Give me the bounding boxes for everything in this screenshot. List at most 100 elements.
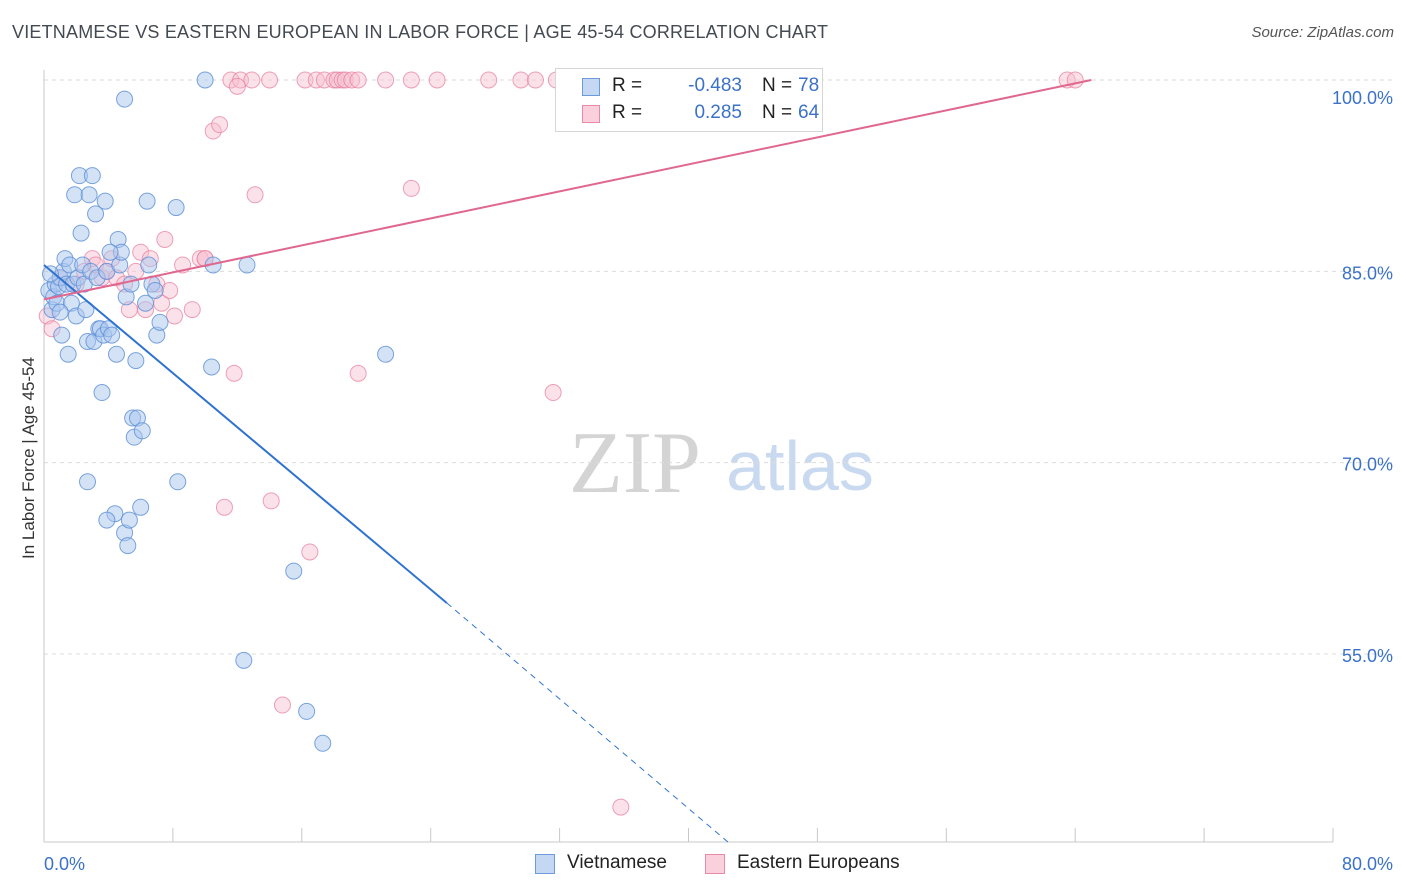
eastern-europeans-point bbox=[243, 71, 261, 89]
eastern-europeans-point bbox=[246, 186, 264, 204]
vietnamese-point bbox=[137, 294, 155, 312]
chart-title: VIETNAMESE VS EASTERN EUROPEAN IN LABOR … bbox=[12, 22, 829, 42]
legend-r-value: -0.483 bbox=[688, 75, 742, 96]
vietnamese-point bbox=[77, 301, 95, 319]
legend-n-label: N = bbox=[762, 75, 793, 96]
vietnamese-point bbox=[133, 422, 151, 440]
y-tick-label: 85.0% bbox=[1342, 263, 1393, 283]
vietnamese-point bbox=[196, 71, 214, 89]
vietnamese-point bbox=[167, 199, 185, 217]
eastern-europeans-point bbox=[211, 116, 229, 134]
y-tick-label: 70.0% bbox=[1342, 455, 1393, 475]
vietnamese-point bbox=[377, 345, 395, 363]
watermark-atlas: atlas bbox=[726, 427, 874, 505]
legend-n-value: 78 bbox=[798, 75, 820, 96]
axes bbox=[43, 70, 1334, 843]
legend-swatch-pink bbox=[582, 105, 600, 123]
vietnamese-point bbox=[83, 167, 101, 185]
vietnamese-point bbox=[41, 265, 59, 283]
eastern-europeans-point bbox=[349, 71, 367, 89]
x-tick-label: 80.0% bbox=[1342, 854, 1393, 874]
trend-lines bbox=[43, 79, 1092, 844]
vietnamese-point bbox=[93, 384, 111, 402]
vietnamese-point bbox=[285, 562, 303, 580]
legend-swatch-blue bbox=[582, 78, 600, 96]
eastern-europeans-point bbox=[222, 71, 240, 89]
vietnamese-point bbox=[80, 186, 98, 204]
vietnamese-point bbox=[314, 734, 332, 752]
eastern-europeans-point bbox=[225, 364, 243, 382]
eastern-europeans-point bbox=[166, 307, 184, 325]
series-legend-label: Eastern Europeans bbox=[737, 852, 900, 873]
legend-r-label: R = bbox=[612, 102, 643, 123]
watermark: ZIP atlas bbox=[569, 415, 874, 512]
gridlines bbox=[44, 79, 1395, 655]
eastern-europeans-point bbox=[512, 71, 530, 89]
vietnamese-point bbox=[96, 192, 114, 210]
vietnamese-point bbox=[151, 313, 169, 331]
eastern-europeans-point bbox=[343, 71, 361, 89]
vietnamese-point bbox=[101, 243, 119, 261]
eastern-europeans-point bbox=[612, 798, 630, 816]
correlation-legend: R = -0.483 N = 78 R = 0.285 N = 64 bbox=[555, 68, 823, 132]
y-tick-labels: 55.0% 70.0% 85.0% 100.0% bbox=[1332, 88, 1393, 666]
eastern-europeans-points bbox=[38, 71, 1084, 816]
eastern-europeans-point bbox=[183, 301, 201, 319]
eastern-europeans-point bbox=[402, 179, 420, 197]
eastern-europeans-point bbox=[544, 384, 562, 402]
eastern-europeans-point bbox=[1066, 71, 1084, 89]
vietnamese-trend-line bbox=[43, 264, 448, 604]
vietnamese-point bbox=[235, 651, 253, 669]
vietnamese-point bbox=[146, 281, 164, 299]
vietnamese-trend-extension bbox=[446, 602, 730, 844]
watermark-zip: ZIP bbox=[569, 415, 701, 512]
eastern-europeans-point bbox=[402, 71, 420, 89]
eastern-europeans-point bbox=[526, 71, 544, 89]
y-tick-label: 55.0% bbox=[1342, 646, 1393, 666]
vietnamese-point bbox=[103, 326, 121, 344]
eastern-europeans-point bbox=[349, 364, 367, 382]
vietnamese-point bbox=[116, 90, 134, 108]
vietnamese-point bbox=[87, 205, 105, 223]
eastern-europeans-point bbox=[273, 696, 291, 714]
vietnamese-point bbox=[59, 345, 77, 363]
legend-r-value: 0.285 bbox=[694, 102, 742, 123]
vietnamese-point bbox=[203, 358, 221, 376]
series-swatch-pink bbox=[705, 854, 725, 874]
vietnamese-point bbox=[98, 511, 116, 529]
eastern-europeans-point bbox=[262, 492, 280, 510]
eastern-europeans-point bbox=[156, 230, 174, 248]
vietnamese-point bbox=[79, 473, 97, 491]
eastern-europeans-point bbox=[301, 543, 319, 561]
eastern-europeans-point bbox=[204, 122, 222, 140]
vietnamese-points bbox=[40, 71, 395, 752]
eastern-europeans-point bbox=[315, 71, 333, 89]
legend-r-label: R = bbox=[612, 75, 643, 96]
vietnamese-point bbox=[120, 511, 138, 529]
vietnamese-point bbox=[127, 352, 145, 370]
eastern-europeans-point bbox=[336, 71, 354, 89]
eastern-europeans-point bbox=[161, 281, 179, 299]
eastern-europeans-point bbox=[132, 243, 150, 261]
vietnamese-point bbox=[51, 303, 69, 321]
vietnamese-point bbox=[298, 702, 316, 720]
eastern-europeans-point bbox=[261, 71, 279, 89]
eastern-europeans-point bbox=[428, 71, 446, 89]
eastern-europeans-point bbox=[228, 77, 246, 95]
vietnamese-point bbox=[132, 498, 150, 516]
legend-n-label: N = bbox=[762, 102, 793, 123]
eastern-europeans-point bbox=[215, 498, 233, 516]
vietnamese-point bbox=[72, 224, 90, 242]
vietnamese-point bbox=[53, 326, 71, 344]
x-tick-labels: 0.0% 80.0% bbox=[44, 854, 1393, 874]
series-swatch-blue bbox=[535, 854, 555, 874]
source-label: Source: ZipAtlas.com bbox=[1251, 24, 1394, 41]
eastern-europeans-point bbox=[377, 71, 395, 89]
vietnamese-point bbox=[108, 345, 126, 363]
vietnamese-point bbox=[119, 537, 137, 555]
legend-n-value: 64 bbox=[798, 102, 820, 123]
vietnamese-point bbox=[122, 275, 140, 293]
x-tick-label: 0.0% bbox=[44, 854, 85, 874]
vietnamese-point bbox=[140, 256, 158, 274]
